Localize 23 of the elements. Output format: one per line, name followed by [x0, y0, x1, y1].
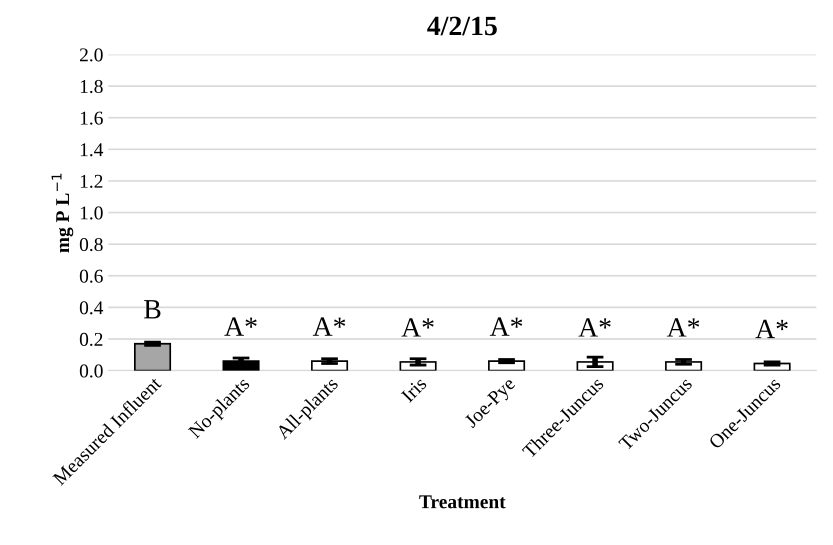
annotation: A*	[666, 318, 700, 337]
annotation: A*	[578, 318, 611, 337]
y-axis-title: mg P L$^{−1}$	[52, 174, 74, 253]
annotation: A*	[224, 317, 257, 336]
y-tick-label: 1.0	[80, 206, 103, 220]
annotation: B	[144, 300, 160, 318]
y-tick-label: 2.0	[80, 48, 103, 62]
annotation: A*	[401, 318, 434, 337]
annotation: A*	[490, 317, 522, 336]
y-tick-label: 0.6	[80, 270, 103, 283]
y-tick-label: 0.2	[80, 332, 102, 346]
x-tick-label: Iris	[400, 376, 428, 403]
y-tick-label: 1.6	[80, 112, 103, 125]
chart-title: 4/2/15	[427, 16, 497, 36]
y-tick-label: 0.8	[80, 238, 103, 252]
y-tick-label: 1.4	[80, 143, 104, 156]
y-tick-label: 1.8	[80, 80, 103, 94]
y-tick-label: 0.4	[80, 301, 104, 314]
y-tick-label: 1.2	[80, 174, 102, 188]
annotation: A*	[755, 320, 788, 338]
annotation: A*	[312, 317, 346, 336]
y-tick-label: 0.0	[80, 364, 103, 378]
x-axis-title: Treatment	[419, 495, 506, 508]
